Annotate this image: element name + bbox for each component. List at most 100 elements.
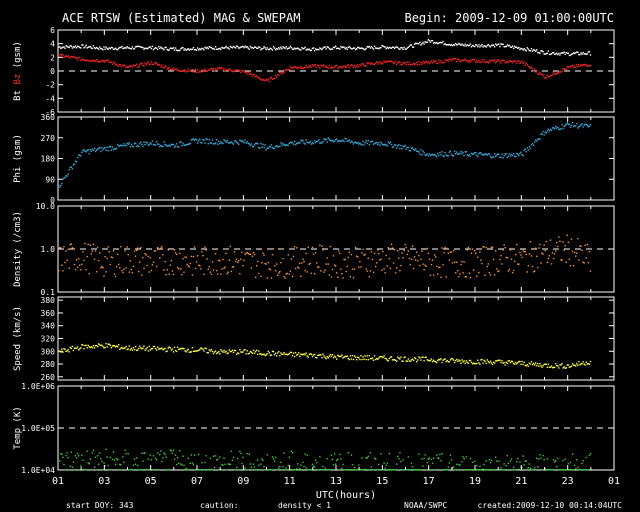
data-point: [440, 41, 442, 44]
data-point: [108, 469, 110, 471]
data-point: [371, 47, 374, 49]
data-point: [165, 350, 167, 353]
data-point: [487, 153, 490, 155]
data-point: [449, 150, 452, 152]
data-point: [391, 46, 394, 49]
data-point: [476, 44, 478, 46]
data-point: [457, 469, 459, 471]
data-point: [588, 64, 591, 67]
data-point: [226, 140, 228, 142]
data-point: [221, 350, 223, 352]
data-point: [280, 352, 282, 354]
data-point: [361, 252, 363, 254]
data-point: [82, 459, 84, 462]
data-point: [472, 269, 475, 271]
data-point: [231, 459, 234, 461]
data-point: [493, 152, 496, 155]
data-point: [115, 457, 118, 460]
data-point: [194, 68, 197, 71]
y-tick-label: 320: [41, 335, 56, 344]
data-point: [87, 149, 89, 151]
data-point: [333, 355, 336, 357]
data-point: [160, 247, 162, 249]
data-point: [189, 48, 192, 50]
data-point: [430, 358, 433, 360]
data-point: [563, 469, 565, 471]
data-point: [59, 350, 61, 353]
data-point: [282, 466, 284, 468]
data-point: [109, 263, 111, 266]
data-point: [506, 44, 508, 46]
data-point: [558, 236, 560, 238]
data-point: [332, 255, 335, 257]
data-point: [479, 363, 481, 365]
data-point: [204, 46, 206, 49]
data-point: [302, 354, 304, 356]
data-point: [74, 45, 77, 47]
data-point: [191, 48, 194, 50]
data-point: [533, 364, 536, 366]
data-point: [239, 69, 241, 72]
data-point: [205, 347, 207, 350]
data-point: [491, 363, 494, 366]
data-point: [445, 154, 447, 156]
data-point: [491, 246, 494, 248]
data-point: [69, 45, 71, 47]
data-point: [553, 253, 556, 255]
data-point: [404, 144, 406, 147]
data-point: [123, 64, 125, 67]
data-point: [133, 458, 136, 460]
data-point: [63, 46, 65, 48]
data-point: [587, 126, 590, 128]
data-point: [521, 256, 523, 259]
data-point: [280, 261, 282, 264]
data-point: [564, 367, 566, 369]
data-point: [266, 353, 268, 355]
data-point: [340, 45, 342, 48]
data-point: [582, 64, 584, 66]
data-point: [253, 466, 256, 468]
data-point: [67, 173, 69, 176]
x-tick-label: 19: [469, 476, 481, 487]
data-point: [433, 469, 436, 471]
data-point: [342, 46, 344, 48]
data-point: [159, 347, 161, 350]
data-point: [74, 347, 77, 349]
data-point: [489, 61, 492, 63]
data-point: [347, 64, 349, 66]
data-point: [370, 140, 373, 143]
data-point: [235, 45, 238, 47]
data-point: [501, 153, 503, 155]
data-point: [88, 46, 90, 48]
data-point: [292, 143, 295, 145]
data-point: [111, 345, 114, 347]
data-point: [108, 61, 110, 64]
data-point: [376, 61, 378, 63]
data-point: [397, 145, 399, 147]
data-point: [327, 263, 329, 265]
data-point: [370, 62, 373, 64]
data-point: [577, 65, 579, 68]
data-point: [148, 469, 150, 471]
data-point: [304, 46, 306, 49]
data-point: [548, 469, 551, 471]
data-point: [553, 73, 556, 75]
data-point: [437, 273, 439, 275]
data-point: [149, 257, 152, 259]
data-point: [448, 462, 451, 464]
data-point: [75, 347, 78, 350]
data-point: [108, 146, 110, 148]
data-point: [226, 46, 228, 49]
data-point: [387, 247, 389, 249]
data-point: [434, 154, 437, 157]
data-point: [99, 60, 101, 63]
data-point: [89, 148, 91, 151]
data-point: [447, 360, 450, 363]
data-point: [162, 47, 164, 50]
data-point: [414, 148, 417, 150]
data-point: [161, 460, 163, 463]
data-point: [171, 452, 174, 454]
data-point: [543, 77, 545, 79]
data-point: [339, 48, 341, 50]
